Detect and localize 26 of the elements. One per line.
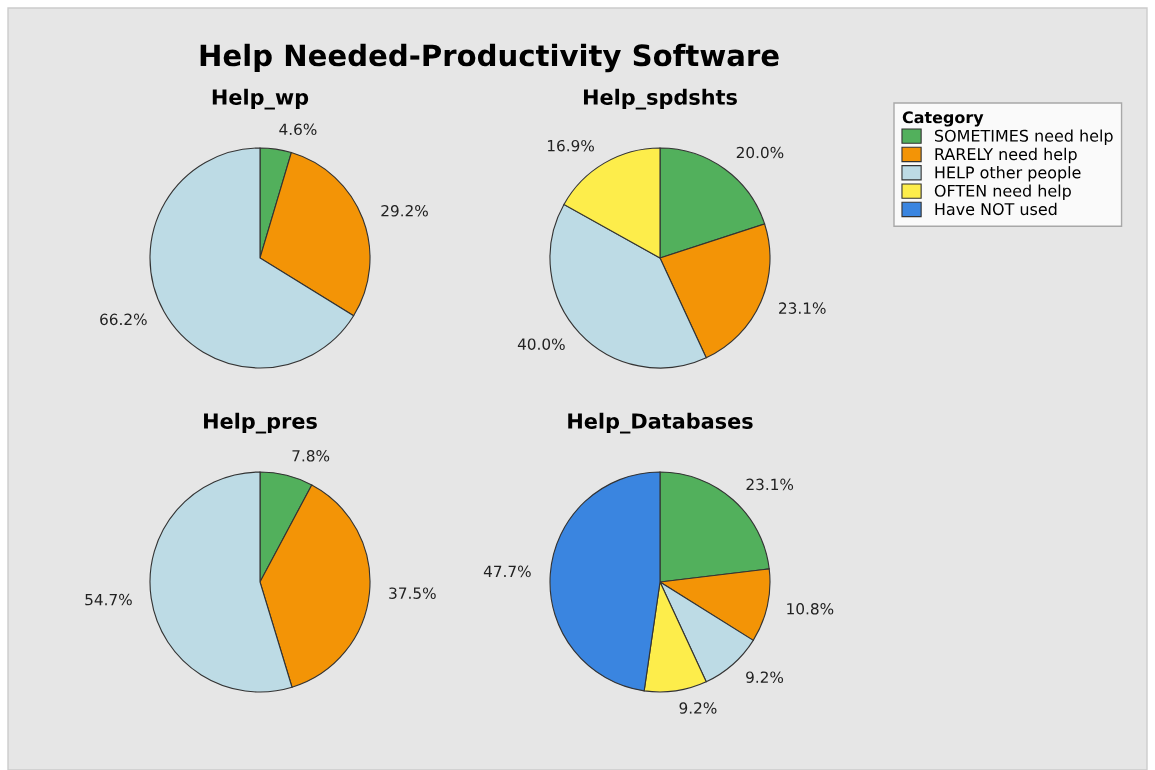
data-label: 40.0% <box>517 338 565 350</box>
data-label: 4.6% <box>279 123 317 136</box>
data-label: 9.2% <box>746 671 784 683</box>
data-label: 20.0% <box>736 146 784 159</box>
data-label: 9.2% <box>679 702 717 714</box>
data-label: 7.8% <box>292 450 330 462</box>
data-label: 29.2% <box>381 205 428 217</box>
chart-title: Help_spdshts <box>583 88 737 110</box>
data-label: 66.2% <box>100 313 147 326</box>
legend-label: OFTEN need help <box>934 184 1071 200</box>
data-label: 23.1% <box>779 302 826 314</box>
data-label: 47.7% <box>483 565 531 578</box>
data-label: 23.1% <box>746 478 794 491</box>
data-label: 54.7% <box>85 593 132 606</box>
legend-label: SOMETIMES need help <box>934 129 1113 145</box>
chart-title: Help_wp <box>212 88 309 110</box>
legend-label: RARELY need help <box>935 147 1077 164</box>
data-label: 16.9% <box>547 139 594 152</box>
data-label: 37.5% <box>389 587 436 599</box>
text: Help Needed-Productivity Software <box>200 43 779 73</box>
legend-title: Category <box>902 111 984 127</box>
legend-label: HELP other people <box>935 166 1081 182</box>
legend-label: Have NOT used <box>935 202 1057 216</box>
text: Help_Databases <box>568 412 753 434</box>
data-label: 10.8% <box>787 602 834 615</box>
chart-title: Help_pres <box>204 412 317 434</box>
